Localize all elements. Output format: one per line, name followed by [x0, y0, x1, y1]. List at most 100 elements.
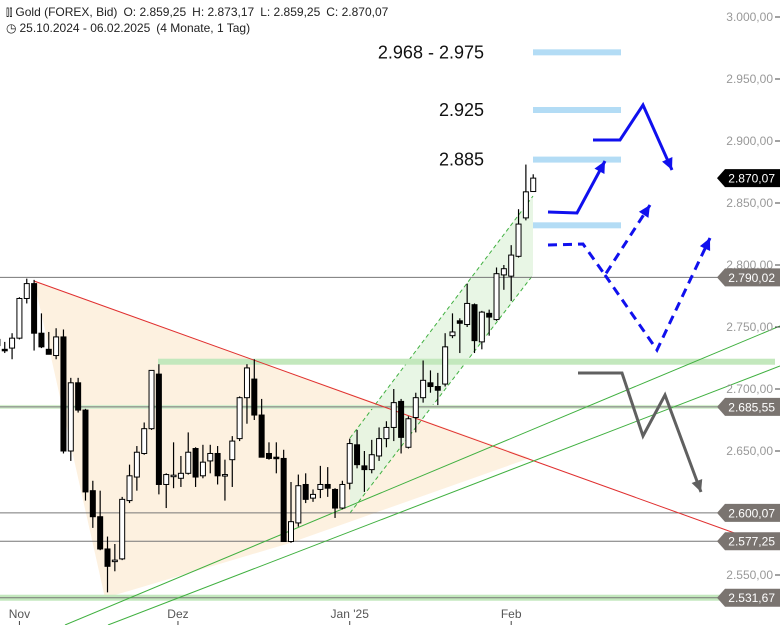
- candle-body: [221, 474, 228, 477]
- target-band: [533, 156, 621, 163]
- candle-body: [346, 443, 353, 484]
- dashed-arrow-1-head: [638, 205, 650, 218]
- support-zone-band: [158, 358, 775, 365]
- high-value: H: 2.873,17: [192, 5, 255, 19]
- candle-body: [75, 382, 82, 411]
- target-label: 2.885: [439, 150, 484, 170]
- y-tick-label: 2.700,00: [726, 382, 773, 396]
- y-tick-label: 2.650,00: [726, 444, 773, 458]
- candle-body: [170, 474, 177, 478]
- bearish-arrow: [578, 371, 703, 493]
- candle-body: [383, 426, 390, 440]
- candle-body: [1, 348, 8, 352]
- candle-body: [126, 475, 133, 502]
- x-tick-label: Feb: [501, 607, 522, 621]
- dashed-arrow-2: [603, 237, 712, 353]
- level-badge: [717, 588, 780, 607]
- candle-body: [111, 559, 118, 563]
- bullish-channel-fill: [350, 196, 533, 513]
- candle-body: [31, 283, 38, 334]
- target-band: [533, 222, 621, 229]
- candle-body: [133, 451, 140, 478]
- candle-body: [310, 493, 317, 499]
- candle-body: [456, 320, 463, 324]
- last-price-badge-text: 2.870,07: [728, 172, 775, 186]
- instrument-name: Gold (FOREX, Bid): [15, 5, 118, 19]
- candle-body: [214, 452, 221, 477]
- candle-body: [177, 472, 184, 479]
- candle-body: [398, 400, 405, 438]
- candle-body: [434, 386, 441, 391]
- bullish-arrow-1-head: [594, 161, 605, 174]
- header-line-range: ◷ 25.10.2024 - 06.02.2025 (4 Monate, 1 Tag…: [6, 21, 256, 35]
- y-tick-label: 2.850,00: [726, 196, 773, 210]
- y-tick-label: 2.950,00: [726, 72, 773, 86]
- candle-body: [493, 273, 500, 321]
- candle-body: [199, 461, 206, 477]
- bearish-arrow-head: [691, 479, 703, 492]
- candle-body: [258, 414, 265, 458]
- level-badge: [717, 397, 780, 416]
- candle-body: [324, 483, 331, 489]
- dashed-arrow-1: [547, 204, 652, 278]
- channel-upper-line: [349, 195, 534, 439]
- candle-body: [288, 521, 294, 543]
- low-value: L: 2.859,25: [260, 5, 321, 19]
- candle-body: [9, 337, 16, 349]
- level-badge: [717, 268, 780, 287]
- support-trendline-2: [107, 365, 780, 625]
- candle-body: [236, 397, 243, 440]
- x-tick-label: Dez: [167, 607, 188, 621]
- candle-body: [192, 448, 199, 478]
- candle-body: [185, 451, 192, 474]
- last-price-badge: [717, 169, 780, 188]
- candle-body: [464, 302, 471, 326]
- candle-body: [295, 485, 302, 524]
- level-badge: [717, 503, 780, 522]
- level-badge-text: 2.600,07: [728, 506, 775, 520]
- level-badge-text: 2.577,25: [728, 535, 775, 549]
- candle-body: [412, 397, 419, 419]
- level-badge: [717, 532, 780, 551]
- candle-body: [243, 367, 250, 399]
- candle-body: [273, 456, 280, 460]
- candle-body: [207, 452, 214, 462]
- candle-body: [500, 268, 507, 276]
- candle-body: [265, 452, 272, 459]
- y-tick-label: 3.000,00: [726, 10, 773, 24]
- candle-body: [515, 223, 522, 257]
- candle-body: [376, 438, 383, 457]
- y-tick-label: 2.900,00: [726, 134, 773, 148]
- candle-body: [302, 483, 309, 500]
- candle-body: [82, 409, 89, 493]
- channel-lower-line: [349, 274, 534, 514]
- candle-body: [339, 483, 346, 509]
- candle-body: [508, 254, 515, 277]
- open-value: O: 2.859,25: [123, 5, 187, 19]
- candle-body: [332, 488, 339, 509]
- candle-body: [97, 516, 104, 550]
- candle-body: [368, 454, 375, 471]
- candle-body: [427, 382, 434, 388]
- target-band: [533, 107, 621, 113]
- candle-body: [420, 379, 427, 399]
- close-value: C: 2.870,07: [326, 5, 389, 19]
- candle-body: [522, 191, 529, 219]
- candle-body: [390, 402, 397, 428]
- dashed-arrow-2-head: [699, 238, 711, 251]
- level-badge-text: 2.685,55: [728, 400, 775, 414]
- candle-body: [478, 311, 485, 343]
- candle-body: [141, 428, 148, 454]
- level-badge-text: 2.531,67: [728, 591, 775, 605]
- target-label: 2.925: [439, 100, 484, 120]
- candle-body: [449, 331, 456, 337]
- candle-body: [104, 548, 111, 567]
- candle-body: [89, 490, 96, 518]
- bullish-arrow-2-head: [662, 157, 673, 170]
- header-line-ohlc: ⫿⫿ Gold (FOREX, Bid) O: 2.859,25 H: 2.873,1…: [6, 5, 394, 19]
- support-trendline-1: [64, 325, 780, 625]
- candle-body: [163, 474, 170, 485]
- candle-body: [60, 336, 67, 452]
